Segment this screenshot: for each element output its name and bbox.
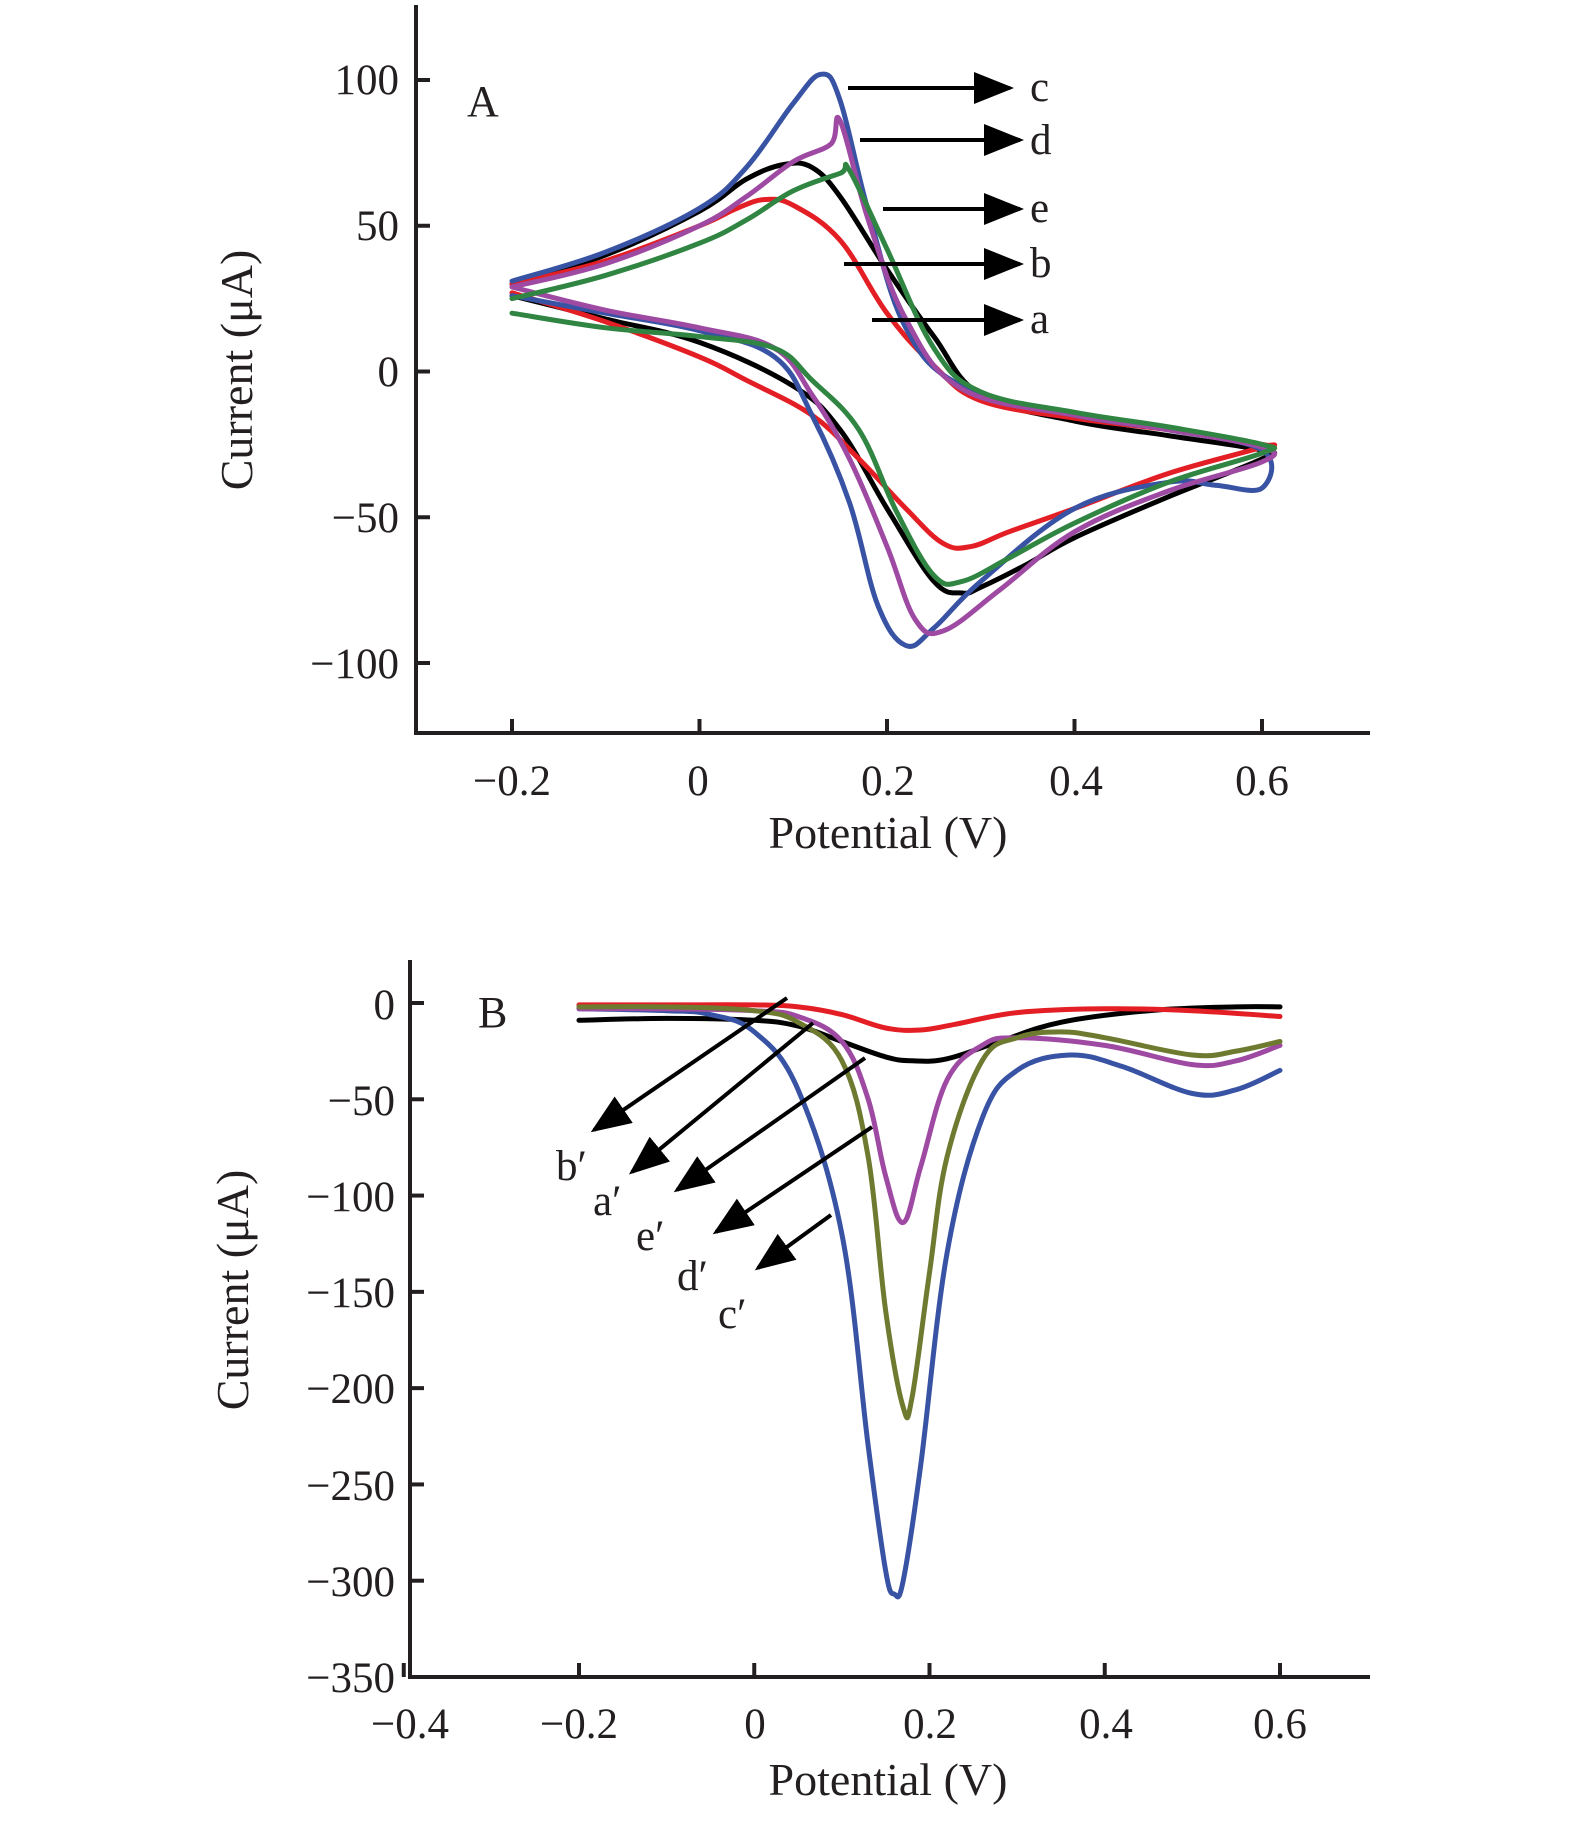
panel-b-x-tick-label: −0.4 [371,1701,449,1748]
panel-a-chart: 100 50 0 −50 −100 −0.2 0 0.2 0.4 0.6 Pot… [211,5,1370,858]
panel-b-series-b-prime [576,1002,1283,1033]
panel-b-y-tick-label: −50 [328,1078,395,1125]
annotation-label-c-prime: c′ [718,1291,747,1338]
panel-b-annotations: b′ a′ e′ d′ c′ [556,996,874,1338]
panel-a-y-tick-label: −100 [310,641,399,688]
panel-b-y-tick-label: −250 [306,1463,395,1510]
panel-b-chart: 0 −50 −100 −150 −200 −250 −300 −350 −0.4… [207,960,1370,1805]
panel-a-series-e [509,161,1278,587]
panel-b-series-c-prime [576,1006,1283,1600]
panel-a-y-tick-label: 100 [335,57,400,104]
annotation-arrow-a-prime [628,1021,815,1175]
panel-b-x-tick-label: −0.2 [540,1701,618,1748]
annotation-label-d: d [1030,117,1052,164]
panel-a-y-tick-labels: 100 50 0 −50 −100 [310,57,399,688]
annotation-label-e: e [1030,185,1049,232]
panel-a-curves [509,71,1278,649]
panel-a-ticks [416,78,1264,733]
panel-b-x-tick-labels: −0.4 −0.2 0 0.2 0.4 0.6 [371,1701,1307,1748]
panel-b-x-tick-label: 0.2 [903,1701,957,1748]
panel-a-y-tick-label: −50 [332,495,399,542]
annotation-label-a-prime: a′ [593,1178,622,1225]
panel-b-label: B [478,988,507,1037]
panel-a-x-tick-label: 0 [687,758,709,805]
panel-a-x-tick-label: −0.2 [473,758,551,805]
panel-b-x-tick-label: 0.6 [1253,1701,1307,1748]
annotation-label-c: c [1030,64,1049,111]
panel-b-x-tick-label: 0.4 [1079,1701,1133,1748]
annotation-label-b-prime: b′ [556,1143,587,1190]
panel-a-x-tick-label: 0.6 [1235,758,1289,805]
panel-b-y-tick-label: 0 [374,982,396,1029]
panel-b-curves [576,1002,1283,1600]
panel-a-series-d [509,115,1278,637]
panel-a-annotations: c d e b a [844,64,1052,343]
panel-a-x-tick-labels: −0.2 0 0.2 0.4 0.6 [473,758,1289,805]
panel-a-x-axis-label: Potential (V) [769,807,1008,858]
panel-a-label: A [467,77,499,126]
annotation-label-d-prime: d′ [677,1253,708,1300]
panel-a-x-tick-label: 0.4 [1049,758,1103,805]
panel-b-y-tick-label: −100 [306,1174,395,1221]
panel-a-y-tick-label: 0 [378,349,400,396]
panel-a-y-tick-label: 50 [356,203,399,250]
panel-b-x-axis-label: Potential (V) [769,1754,1008,1805]
panel-b-y-tick-label: −350 [306,1655,395,1702]
panel-a-axes [414,5,1370,735]
annotation-label-a: a [1030,296,1049,343]
panel-b-series-d-prime [576,1006,1283,1225]
panel-b-y-tick-labels: 0 −50 −100 −150 −200 −250 −300 −350 [306,982,395,1702]
panel-b-axes [408,960,1370,1679]
panel-b-ticks [401,1001,1282,1679]
panel-a-x-tick-label: 0.2 [861,758,915,805]
annotation-arrow-b-prime [590,996,789,1133]
panel-b-y-tick-label: −150 [306,1270,395,1317]
panel-a-series-c [509,71,1275,649]
panel-b-y-tick-label: −200 [306,1366,395,1413]
panel-b-x-tick-label: 0 [744,1701,766,1748]
annotation-arrow-d-prime [712,1125,874,1235]
panel-b-y-tick-label: −300 [306,1559,395,1606]
annotation-label-e-prime: e′ [636,1213,665,1260]
panel-b-series-e-prime [576,1004,1283,1421]
panel-a-series-a [509,160,1278,596]
panel-b-y-axis-label: Current (μA) [207,1170,258,1411]
annotation-arrow-e-prime [673,1056,867,1193]
panel-a-y-axis-label: Current (μA) [211,250,262,491]
annotation-arrow-c-prime [754,1213,833,1271]
annotation-label-b: b [1030,240,1052,287]
